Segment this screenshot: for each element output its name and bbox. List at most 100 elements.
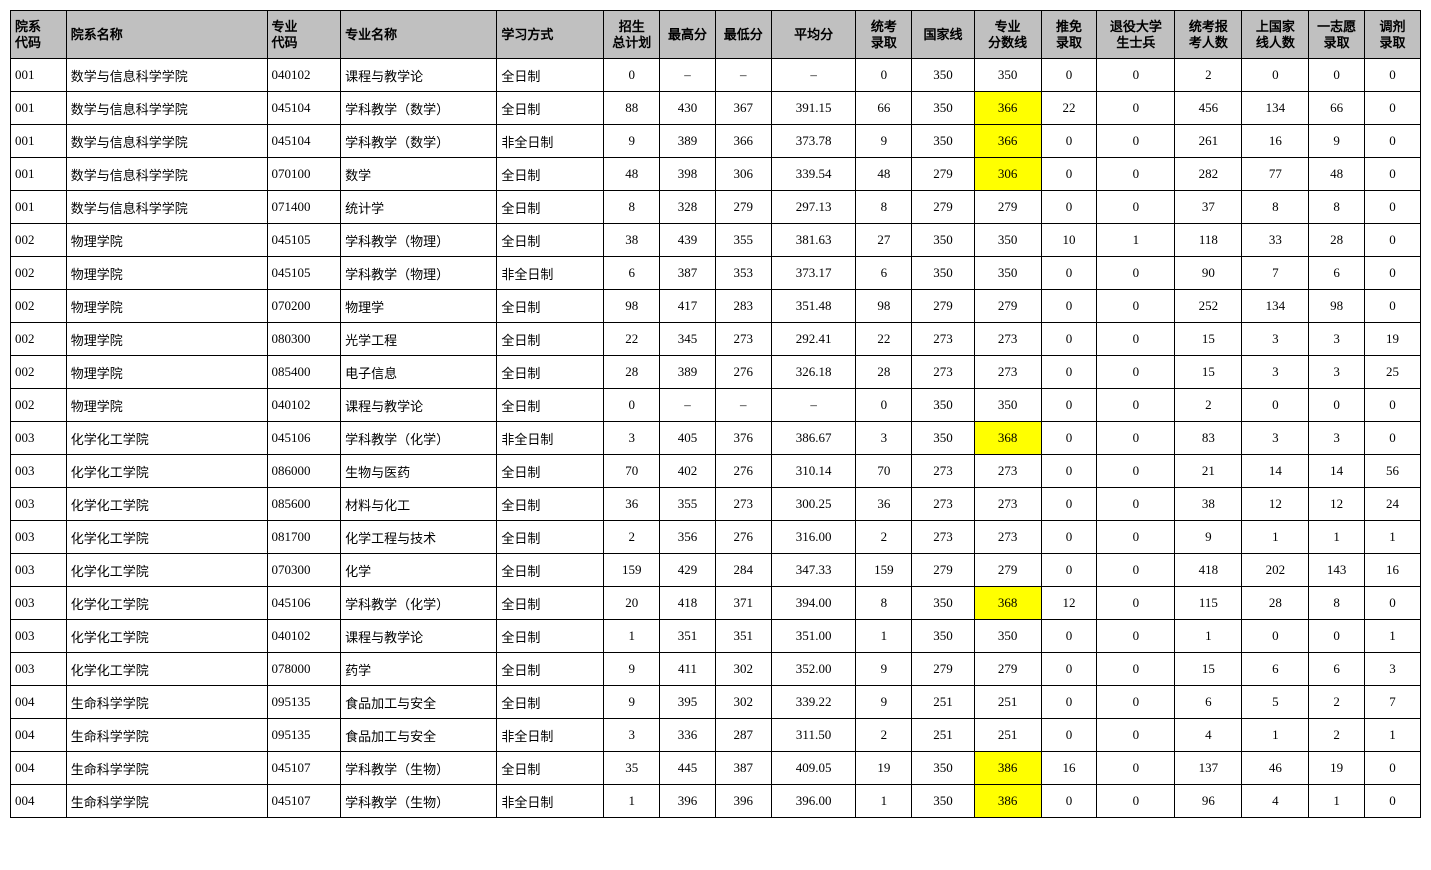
col-veteran: 退役大学生士兵 [1097, 11, 1175, 59]
cell-max: 328 [660, 191, 716, 224]
cell-study_mode: 全日制 [497, 356, 604, 389]
cell-avg: 373.78 [771, 125, 856, 158]
cell-major_line: 350 [974, 59, 1041, 92]
cell-veteran: 0 [1097, 323, 1175, 356]
table-header-row: 院系代码 院系名称 专业代码 专业名称 学习方式 招生总计划 最高分 最低分 平… [11, 11, 1421, 59]
cell-unified_admit: 22 [856, 323, 912, 356]
cell-study_mode: 全日制 [497, 158, 604, 191]
cell-veteran: 0 [1097, 158, 1175, 191]
cell-applicants: 6 [1175, 686, 1242, 719]
cell-national_line: 279 [912, 653, 974, 686]
cell-avg: 381.63 [771, 224, 856, 257]
col-adjust: 调剂录取 [1365, 11, 1421, 59]
cell-dept_code: 001 [11, 92, 67, 125]
cell-applicants: 83 [1175, 422, 1242, 455]
cell-veteran: 0 [1097, 389, 1175, 422]
cell-study_mode: 全日制 [497, 620, 604, 653]
cell-adjust: 0 [1365, 59, 1421, 92]
cell-plan: 88 [604, 92, 660, 125]
cell-first_vol: 2 [1309, 719, 1365, 752]
cell-applicants: 261 [1175, 125, 1242, 158]
table-row: 001数学与信息科学学院045104学科教学（数学）非全日制9389366373… [11, 125, 1421, 158]
cell-avg: 351.48 [771, 290, 856, 323]
cell-first_vol: 9 [1309, 125, 1365, 158]
cell-national_line: 350 [912, 587, 974, 620]
cell-max: 445 [660, 752, 716, 785]
cell-study_mode: 全日制 [497, 290, 604, 323]
cell-major_line: 368 [974, 587, 1041, 620]
cell-min: 355 [715, 224, 771, 257]
cell-major_name: 学科教学（化学） [341, 587, 497, 620]
cell-plan: 9 [604, 653, 660, 686]
cell-avg: 316.00 [771, 521, 856, 554]
cell-study_mode: 全日制 [497, 521, 604, 554]
cell-min: 276 [715, 521, 771, 554]
cell-dept_name: 物理学院 [66, 290, 267, 323]
col-max: 最高分 [660, 11, 716, 59]
cell-major_name: 学科教学（数学） [341, 125, 497, 158]
cell-major_line: 350 [974, 389, 1041, 422]
cell-dept_code: 003 [11, 521, 67, 554]
cell-exempt: 0 [1041, 257, 1097, 290]
cell-major_name: 统计学 [341, 191, 497, 224]
cell-applicants: 90 [1175, 257, 1242, 290]
table-row: 001数学与信息科学学院070100数学全日制48398306339.54482… [11, 158, 1421, 191]
cell-major_line: 350 [974, 620, 1041, 653]
cell-dept_code: 001 [11, 125, 67, 158]
cell-major_name: 药学 [341, 653, 497, 686]
cell-max: 336 [660, 719, 716, 752]
cell-adjust: 0 [1365, 92, 1421, 125]
table-row: 002物理学院040102课程与教学论全日制0–––0350350002000 [11, 389, 1421, 422]
cell-veteran: 0 [1097, 719, 1175, 752]
cell-max: 355 [660, 488, 716, 521]
cell-plan: 3 [604, 422, 660, 455]
cell-exempt: 0 [1041, 323, 1097, 356]
cell-exempt: 0 [1041, 653, 1097, 686]
table-row: 003化学化工学院081700化学工程与技术全日制2356276316.0022… [11, 521, 1421, 554]
cell-major_code: 085600 [267, 488, 341, 521]
cell-dept_code: 004 [11, 785, 67, 818]
cell-unified_admit: 9 [856, 125, 912, 158]
cell-max: – [660, 59, 716, 92]
cell-exempt: 0 [1041, 719, 1097, 752]
cell-national_line: 273 [912, 323, 974, 356]
cell-major_line: 273 [974, 488, 1041, 521]
table-row: 003化学化工学院078000药学全日制9411302352.009279279… [11, 653, 1421, 686]
cell-avg: 326.18 [771, 356, 856, 389]
cell-over_national: 33 [1242, 224, 1309, 257]
cell-veteran: 0 [1097, 752, 1175, 785]
cell-plan: 3 [604, 719, 660, 752]
cell-over_national: 3 [1242, 422, 1309, 455]
cell-exempt: 0 [1041, 191, 1097, 224]
cell-unified_admit: 159 [856, 554, 912, 587]
cell-adjust: 0 [1365, 158, 1421, 191]
cell-unified_admit: 1 [856, 785, 912, 818]
cell-max: 356 [660, 521, 716, 554]
cell-max: 418 [660, 587, 716, 620]
cell-unified_admit: 6 [856, 257, 912, 290]
cell-first_vol: 2 [1309, 686, 1365, 719]
cell-over_national: 77 [1242, 158, 1309, 191]
cell-plan: 38 [604, 224, 660, 257]
col-applicants: 统考报考人数 [1175, 11, 1242, 59]
cell-major_line: 273 [974, 521, 1041, 554]
col-unified-admit: 统考录取 [856, 11, 912, 59]
cell-major_name: 课程与教学论 [341, 620, 497, 653]
cell-applicants: 456 [1175, 92, 1242, 125]
cell-dept_code: 003 [11, 653, 67, 686]
cell-first_vol: 0 [1309, 389, 1365, 422]
cell-exempt: 0 [1041, 554, 1097, 587]
table-row: 002物理学院085400电子信息全日制28389276326.18282732… [11, 356, 1421, 389]
cell-study_mode: 非全日制 [497, 257, 604, 290]
cell-over_national: 28 [1242, 587, 1309, 620]
cell-major_code: 045106 [267, 422, 341, 455]
cell-dept_name: 物理学院 [66, 389, 267, 422]
cell-avg: 310.14 [771, 455, 856, 488]
cell-min: 287 [715, 719, 771, 752]
cell-dept_name: 化学化工学院 [66, 653, 267, 686]
cell-major_code: 045106 [267, 587, 341, 620]
cell-avg: – [771, 59, 856, 92]
cell-over_national: 134 [1242, 92, 1309, 125]
cell-unified_admit: 19 [856, 752, 912, 785]
cell-major_code: 095135 [267, 719, 341, 752]
